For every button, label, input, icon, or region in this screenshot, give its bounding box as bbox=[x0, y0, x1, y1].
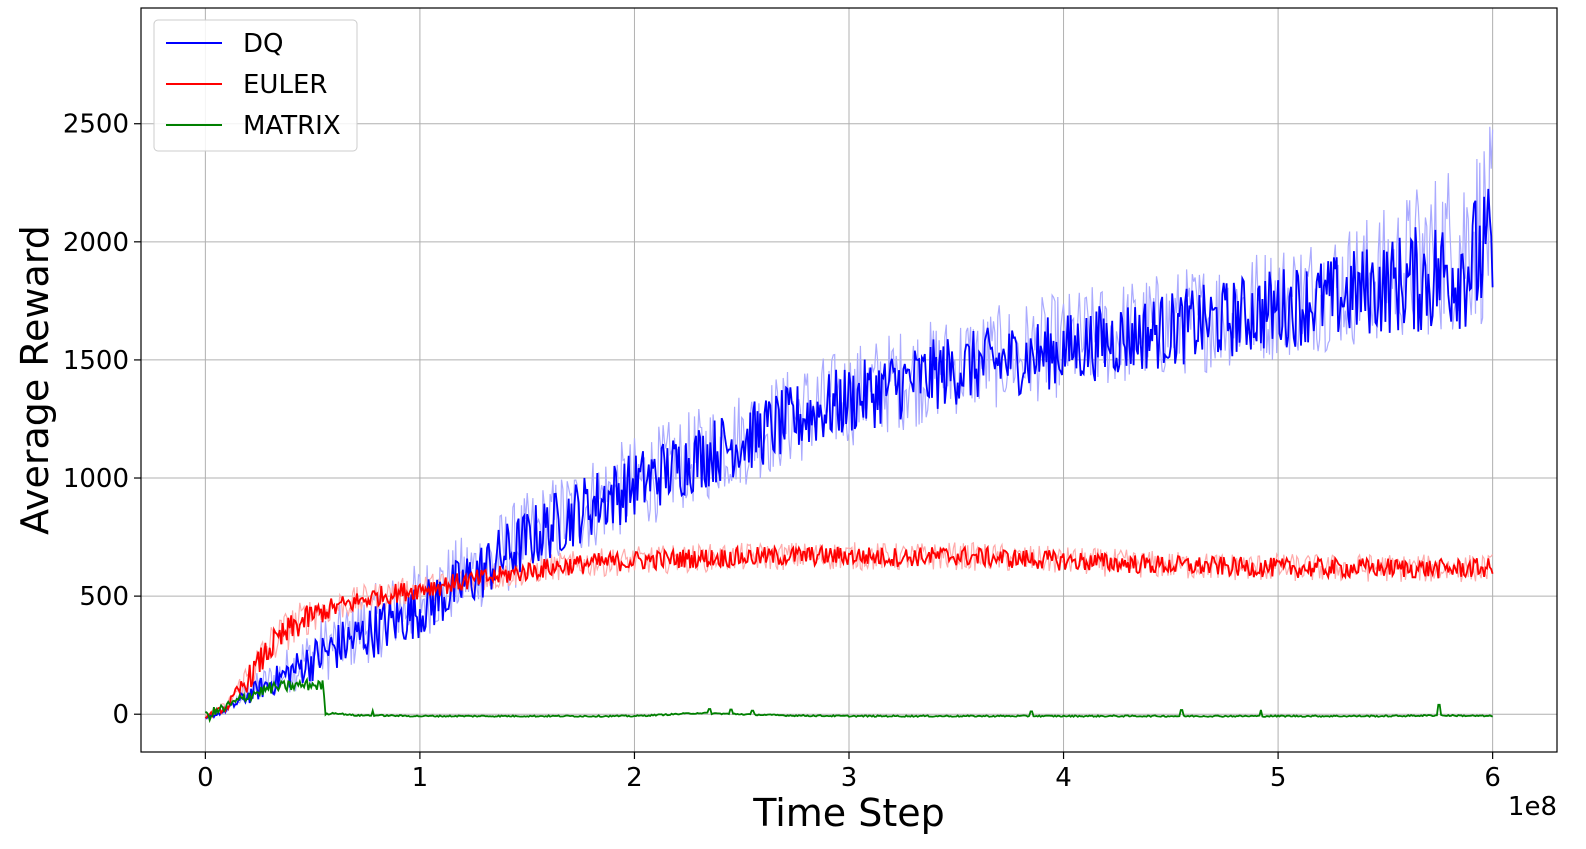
x-tick-label: 5 bbox=[1270, 763, 1287, 793]
line-euler bbox=[204, 544, 1494, 719]
x-axis-ticks: 0 1 2 3 4 5 6 bbox=[197, 752, 1501, 793]
y-tick-label: 1000 bbox=[63, 464, 129, 494]
x-tick-label: 6 bbox=[1484, 763, 1501, 793]
line-dq bbox=[205, 188, 1494, 720]
y-tick-label: 500 bbox=[79, 582, 129, 612]
x-axis-label: Time Step bbox=[752, 791, 945, 835]
x-tick-label: 0 bbox=[197, 763, 214, 793]
y-tick-label: 2000 bbox=[63, 228, 129, 258]
legend-label-dq: DQ bbox=[243, 29, 284, 59]
band-euler bbox=[205, 541, 1494, 719]
y-axis-label: Average Reward bbox=[13, 225, 57, 535]
x-tick-label: 3 bbox=[841, 763, 858, 793]
grid-lines bbox=[141, 8, 1557, 752]
line-matrix bbox=[204, 676, 1494, 724]
y-tick-label: 1500 bbox=[63, 346, 129, 376]
y-tick-label: 2500 bbox=[63, 110, 129, 140]
x-tick-label: 1 bbox=[412, 763, 429, 793]
series-lines bbox=[204, 188, 1494, 724]
legend-box bbox=[153, 19, 358, 152]
x-axis-offset-text: 1e8 bbox=[1508, 792, 1557, 822]
legend-label-euler: EULER bbox=[243, 70, 327, 100]
y-axis-ticks: 0 500 1000 1500 2000 2500 bbox=[63, 110, 141, 730]
y-tick-label: 0 bbox=[112, 700, 129, 730]
x-tick-label: 4 bbox=[1055, 763, 1072, 793]
legend-label-matrix: MATRIX bbox=[243, 111, 341, 141]
x-tick-label: 2 bbox=[626, 763, 643, 793]
legend: DQ EULER MATRIX bbox=[153, 19, 358, 152]
